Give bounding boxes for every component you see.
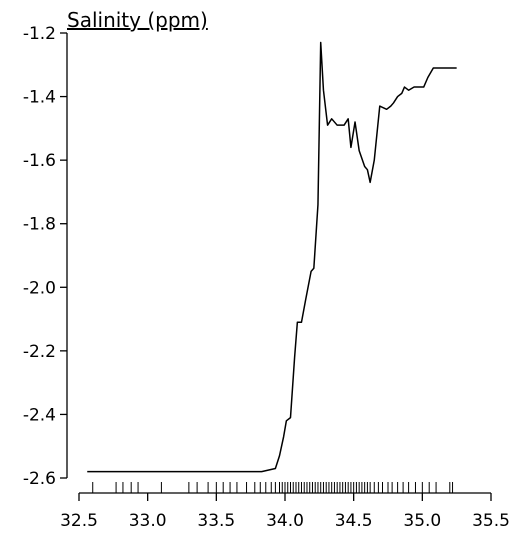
- x-tick-label: 35.0: [403, 511, 441, 531]
- y-tick-label: -2.0: [23, 278, 56, 298]
- x-tick-label: 34.5: [335, 511, 373, 531]
- chart-title: Salinity (ppm): [67, 8, 208, 32]
- x-tick-label: 32.5: [60, 511, 98, 531]
- y-tick-label: -1.6: [23, 151, 56, 171]
- y-tick-label: -2.2: [23, 342, 56, 362]
- y-tick-label: -1.8: [23, 215, 56, 235]
- x-tick-label: 33.0: [129, 511, 167, 531]
- x-tick-label: 35.5: [472, 511, 510, 531]
- y-tick-label: -1.4: [23, 88, 56, 108]
- x-tick-label: 34.0: [266, 511, 304, 531]
- x-tick-label: 33.5: [197, 511, 235, 531]
- y-tick-label: -2.4: [23, 405, 56, 425]
- y-tick-label: -1.2: [23, 24, 56, 44]
- y-tick-label: -2.6: [23, 469, 56, 489]
- data-line: [87, 41, 457, 473]
